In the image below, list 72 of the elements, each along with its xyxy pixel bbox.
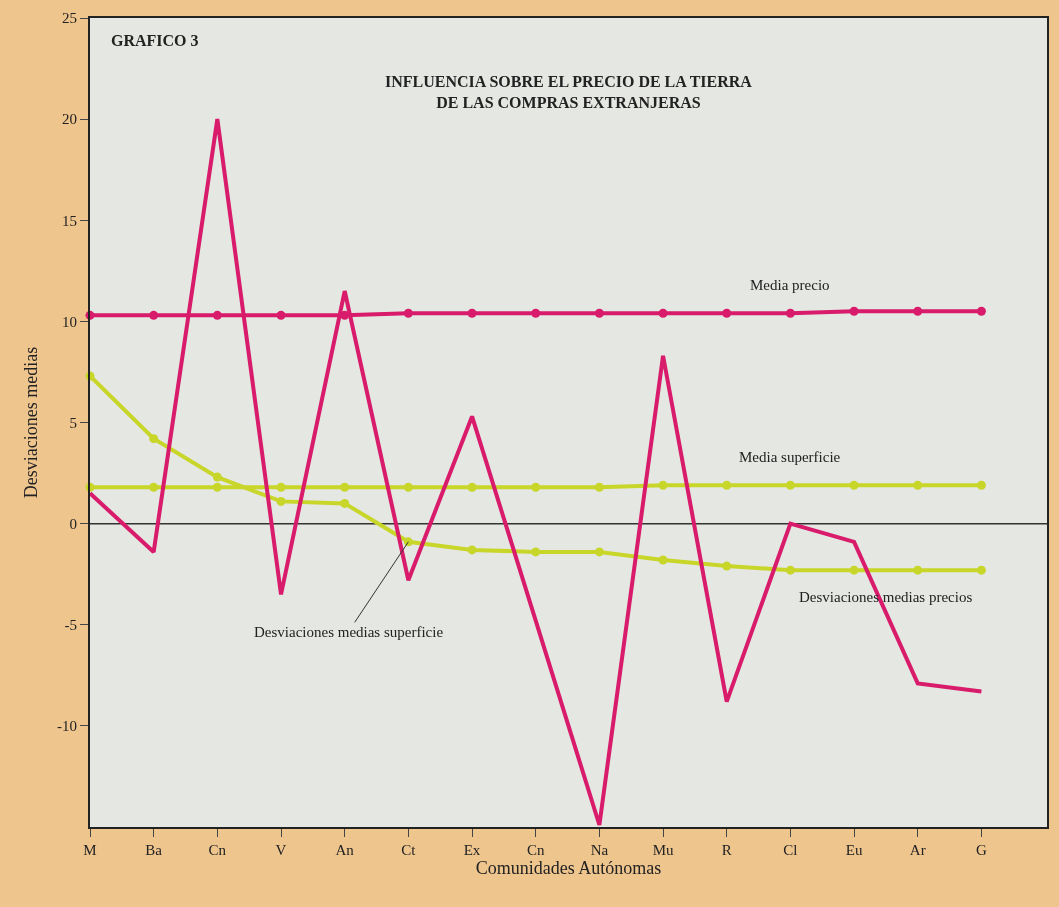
x-tick-label: Ba bbox=[145, 842, 163, 858]
x-tick-label: Ar bbox=[909, 842, 926, 858]
point bbox=[340, 498, 350, 508]
x-tick-label: Cn bbox=[208, 842, 227, 858]
point bbox=[403, 482, 413, 492]
point bbox=[212, 482, 222, 492]
point bbox=[149, 434, 159, 444]
point bbox=[467, 482, 477, 492]
point bbox=[722, 561, 732, 571]
series-label: Media precio bbox=[750, 277, 830, 293]
x-tick-label: Mu bbox=[652, 842, 674, 858]
point bbox=[849, 565, 859, 575]
x-tick-label: Na bbox=[590, 842, 609, 858]
point bbox=[594, 308, 604, 318]
annotation: GRAFICO 3 bbox=[111, 32, 199, 49]
x-axis-title: Comunidades Autónomas bbox=[475, 858, 662, 878]
point bbox=[976, 480, 986, 490]
text: Desviaciones medias superficie bbox=[254, 624, 444, 640]
point bbox=[340, 482, 350, 492]
y-tick-label: 20 bbox=[62, 111, 77, 128]
x-tick-label: Ex bbox=[463, 842, 481, 858]
y-tick-label: -10 bbox=[57, 718, 77, 735]
point bbox=[531, 547, 541, 557]
point bbox=[276, 496, 286, 506]
point bbox=[594, 482, 604, 492]
x-tick-label: Cn bbox=[526, 842, 545, 858]
y-tick-label: 5 bbox=[69, 414, 77, 431]
point bbox=[976, 306, 986, 316]
x-tick-label: R bbox=[721, 842, 732, 858]
y-tick-label: 0 bbox=[69, 515, 77, 532]
point bbox=[849, 480, 859, 490]
y-tick-label: 25 bbox=[62, 10, 77, 27]
point bbox=[913, 565, 923, 575]
point bbox=[531, 482, 541, 492]
x-tick-label: M bbox=[83, 842, 97, 858]
x-tick-label: Ct bbox=[401, 842, 417, 858]
point bbox=[403, 308, 413, 318]
point bbox=[785, 308, 795, 318]
point bbox=[212, 472, 222, 482]
point bbox=[913, 306, 923, 316]
x-tick-label: G bbox=[976, 842, 987, 858]
point bbox=[212, 310, 222, 320]
text: INFLUENCIA SOBRE EL PRECIO DE LA TIERRA DE LAS COMPRAS EXTRANJERAS bbox=[385, 73, 753, 111]
point bbox=[467, 308, 477, 318]
x-tick-label: An bbox=[335, 842, 355, 858]
point bbox=[658, 308, 668, 318]
point bbox=[722, 308, 732, 318]
y-tick-label: -5 bbox=[64, 617, 77, 633]
y-tick-label: 15 bbox=[62, 212, 77, 229]
point bbox=[403, 537, 413, 547]
point bbox=[149, 310, 159, 320]
point bbox=[913, 480, 923, 490]
x-tick-label: Eu bbox=[845, 842, 863, 858]
point bbox=[658, 555, 668, 565]
point bbox=[976, 565, 986, 575]
y-tick-label: 10 bbox=[62, 313, 77, 330]
point bbox=[849, 306, 859, 316]
point bbox=[785, 480, 795, 490]
x-tick-label: V bbox=[275, 842, 287, 858]
point bbox=[149, 482, 159, 492]
x-tick-label: Cl bbox=[783, 842, 798, 858]
point bbox=[594, 547, 604, 557]
point bbox=[785, 565, 795, 575]
y-axis-title: Desviaciones medias bbox=[20, 346, 41, 499]
point bbox=[276, 310, 286, 320]
point bbox=[722, 480, 732, 490]
series-label: Media superficie bbox=[739, 449, 841, 465]
point bbox=[467, 545, 477, 555]
point bbox=[658, 480, 668, 490]
series-label: Desviaciones medias precios bbox=[799, 589, 973, 605]
point bbox=[531, 308, 541, 318]
point bbox=[276, 482, 286, 492]
